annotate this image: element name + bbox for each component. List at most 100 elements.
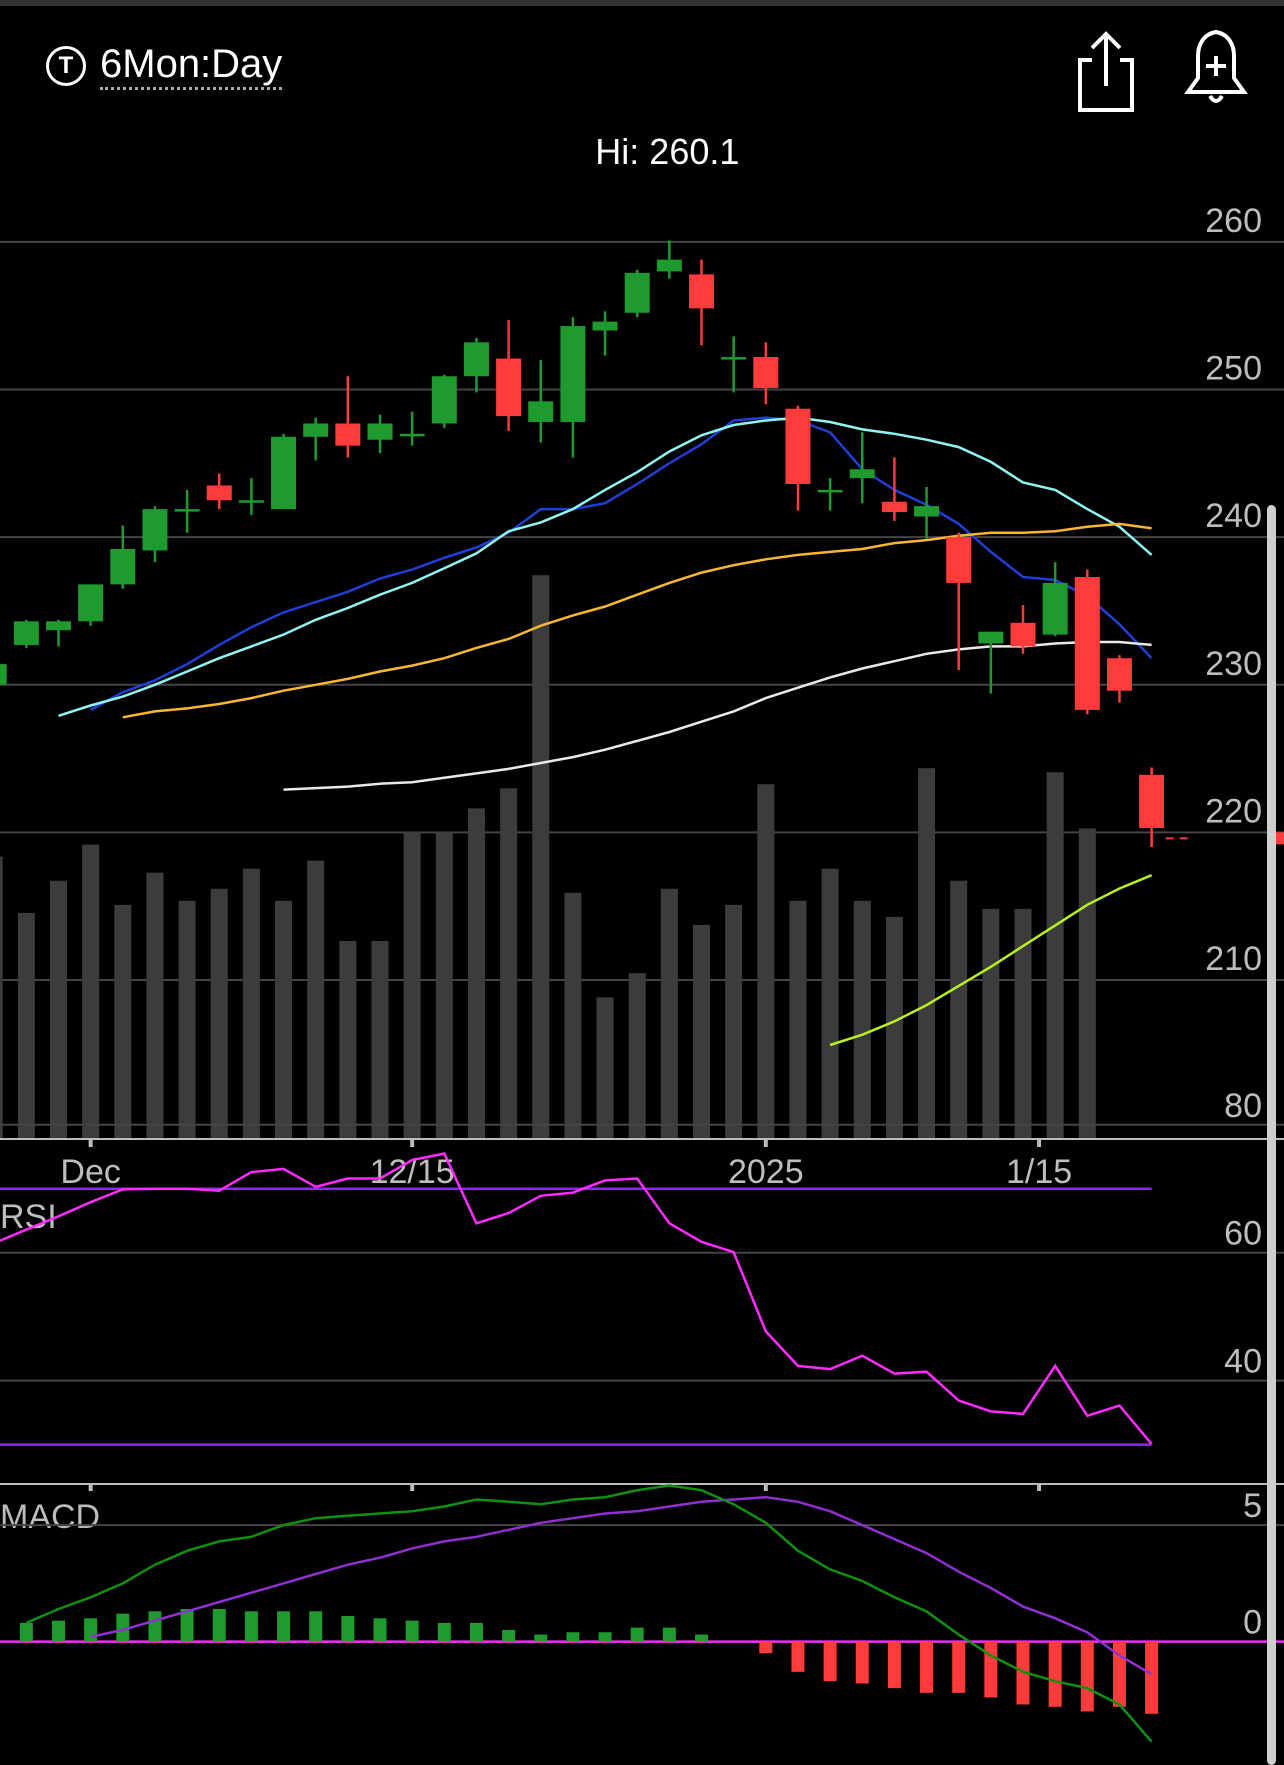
vertical-scrollbar[interactable] bbox=[1267, 505, 1276, 1765]
hi-label: Hi: 260.1 bbox=[595, 131, 739, 172]
x-tick-label: 2025 bbox=[728, 1153, 804, 1191]
candle-body bbox=[1010, 622, 1036, 647]
volume-bar bbox=[210, 888, 228, 1138]
candlesticks bbox=[0, 240, 1284, 848]
timeframe-selector[interactable]: T 6Mon:Day bbox=[46, 41, 283, 90]
macd-histogram-bar bbox=[180, 1608, 194, 1642]
macd-histogram-bar bbox=[1080, 1641, 1094, 1712]
rsi-title: RSI bbox=[0, 1198, 57, 1236]
volume-bar bbox=[467, 808, 485, 1138]
moving-average-line bbox=[58, 416, 1153, 717]
macd-tick-label: 5 bbox=[1243, 1487, 1262, 1525]
macd-histogram-bar bbox=[952, 1641, 966, 1693]
candle-body bbox=[946, 537, 972, 583]
chart-header: T 6Mon:Day bbox=[0, 6, 1284, 126]
candle-body bbox=[367, 423, 393, 440]
price-tick-label: 260 bbox=[1205, 202, 1262, 240]
volume-bar bbox=[757, 784, 775, 1138]
candle-body bbox=[46, 621, 71, 631]
bell-plus-icon[interactable] bbox=[1182, 26, 1250, 112]
volume-bar bbox=[725, 904, 743, 1138]
volume-bar bbox=[532, 575, 550, 1138]
macd-histogram-bar bbox=[341, 1615, 355, 1642]
candle-body bbox=[206, 485, 232, 501]
grid-lines bbox=[0, 240, 1284, 1147]
candle-body bbox=[78, 584, 104, 622]
rsi-tick-label: 60 bbox=[1224, 1215, 1262, 1253]
volume-bar bbox=[339, 941, 357, 1138]
macd-histogram-bar bbox=[662, 1627, 676, 1642]
candle-body bbox=[817, 489, 843, 493]
macd-histogram-bar bbox=[212, 1608, 226, 1642]
candle-body bbox=[271, 436, 297, 510]
volume-bar bbox=[178, 900, 196, 1138]
volume-bar bbox=[435, 832, 453, 1138]
moving-average-line bbox=[829, 874, 1153, 1047]
volume-bar bbox=[500, 788, 518, 1138]
macd-histogram-bar bbox=[920, 1641, 934, 1693]
candle-body bbox=[689, 274, 714, 309]
volume-bar bbox=[114, 904, 132, 1138]
macd-histogram-bar bbox=[277, 1611, 291, 1642]
volume-bar bbox=[1014, 908, 1032, 1138]
volume-bar bbox=[596, 997, 614, 1138]
candle-body bbox=[528, 401, 554, 423]
candle-body bbox=[753, 357, 779, 389]
macd-histogram-bar bbox=[887, 1641, 901, 1689]
candle-body bbox=[721, 357, 747, 360]
macd-title: MACD bbox=[0, 1498, 100, 1536]
volume-bar bbox=[307, 860, 325, 1138]
candle-body bbox=[592, 321, 618, 331]
candle-body bbox=[13, 621, 39, 645]
x-tick-label: 12/15 bbox=[370, 1153, 455, 1191]
moving-average-line bbox=[283, 640, 1152, 791]
price-tick-label: 250 bbox=[1205, 350, 1262, 388]
candle-body bbox=[1042, 582, 1068, 635]
candle-body bbox=[142, 509, 168, 551]
candle-body bbox=[431, 376, 457, 424]
share-icon[interactable] bbox=[1072, 28, 1140, 114]
price-tick-label: 230 bbox=[1205, 645, 1262, 683]
macd-histogram-bar bbox=[823, 1641, 837, 1682]
volume-bar bbox=[660, 888, 678, 1138]
scrollbar[interactable] bbox=[1267, 505, 1276, 1765]
macd-histogram-bar bbox=[244, 1611, 258, 1642]
volume-bar bbox=[628, 973, 646, 1138]
candle-body bbox=[399, 433, 425, 437]
candle-body bbox=[978, 631, 1004, 644]
volume-bar bbox=[146, 872, 164, 1138]
macd-histogram-bar bbox=[469, 1622, 483, 1642]
macd-tick-label: 0 bbox=[1243, 1604, 1262, 1642]
macd-histogram-bar bbox=[598, 1632, 612, 1642]
macd-histogram-bar bbox=[630, 1627, 644, 1642]
macd-histogram-bar bbox=[1145, 1641, 1159, 1714]
macd-histogram-bar bbox=[534, 1634, 548, 1642]
volume-bar bbox=[693, 924, 710, 1138]
candle-body bbox=[560, 326, 586, 423]
macd-histogram-bar bbox=[855, 1641, 869, 1684]
timeframe-label: 6Mon:Day bbox=[100, 41, 283, 90]
macd-panel: MACD 5 0 bbox=[0, 1484, 1284, 1743]
candle-body bbox=[238, 500, 264, 503]
candle-body bbox=[914, 506, 940, 517]
volume-bar bbox=[1046, 772, 1064, 1138]
volume-bar bbox=[275, 900, 293, 1138]
volume-bar bbox=[789, 900, 807, 1138]
macd-histogram-bar bbox=[695, 1634, 708, 1642]
macd-histogram-bar bbox=[1048, 1641, 1062, 1707]
macd-histogram-bar bbox=[309, 1611, 323, 1642]
macd-histogram-bar bbox=[502, 1629, 516, 1642]
volume-bar bbox=[82, 844, 100, 1138]
macd-histogram-bar bbox=[19, 1622, 33, 1642]
top-divider bbox=[0, 0, 1284, 6]
volume-bar bbox=[885, 916, 903, 1138]
macd-line bbox=[25, 1484, 1153, 1743]
x-tick-label: Dec bbox=[60, 1153, 120, 1191]
volume-bars bbox=[0, 575, 1096, 1138]
rsi-tick-label: 80 bbox=[1224, 1087, 1262, 1125]
macd-histogram-bar bbox=[148, 1611, 162, 1642]
macd-signal-line bbox=[90, 1495, 1153, 1676]
volume-bar bbox=[371, 941, 389, 1138]
rsi-panel: RSI 80 60 40 bbox=[0, 1087, 1284, 1491]
